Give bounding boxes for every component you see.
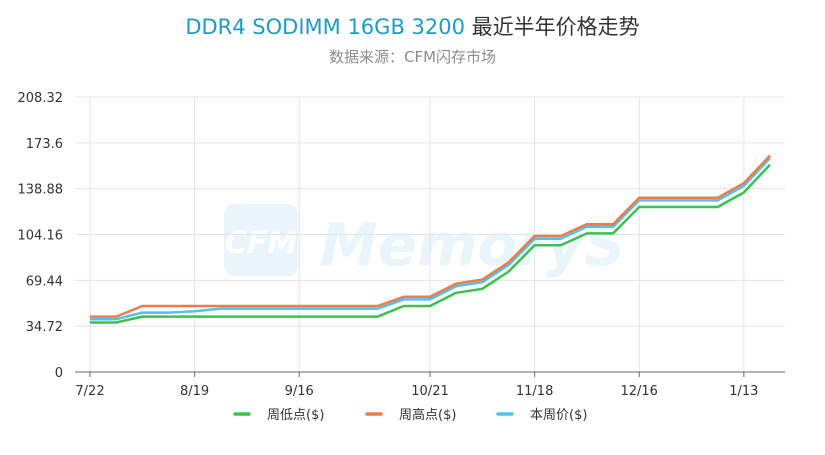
y-tick-label: 69.44 [26,274,63,289]
chart-header: DDR4 SODIMM 16GB 3200 最近半年价格走势 数据来源：CFM闪… [0,12,825,67]
chart-title: DDR4 SODIMM 16GB 3200 最近半年价格走势 [0,12,825,42]
watermark-logo-box [224,204,298,276]
watermark-logo-text: CFM [225,226,298,261]
watermark-brand-text: MemoryS [320,211,626,279]
y-tick-label: 104.16 [18,229,64,244]
x-tick-label: 7/22 [75,384,104,399]
legend-label-low: 周低点($) [267,408,324,423]
y-tick-label: 208.32 [18,91,64,106]
y-tick-label: 0 [55,366,63,381]
x-tick-label: 11/18 [516,384,553,399]
legend-label-high: 周高点($) [399,407,456,423]
series-line-avg [90,157,771,321]
y-tick-label: 138.88 [18,183,64,198]
chart-title-en: DDR4 SODIMM 16GB 3200 [185,15,465,39]
watermark-logo: CFM MemoryS [224,204,626,279]
series-lines [90,154,771,324]
x-tick-label: 8/19 [180,384,209,399]
chart-subtitle: 数据来源：CFM闪存市场 [328,48,497,66]
chart-title-cn: 最近半年价格走势 [471,15,640,39]
x-tick-label: 10/21 [411,384,448,399]
x-tick-label: 1/13 [729,384,758,399]
grid-lines [75,96,785,373]
series-line-low [90,163,771,324]
y-tick-label: 34.72 [26,320,63,335]
y-tick-label: 173.6 [26,137,63,152]
chart-legend: 周低点($) 周高点($) 本周价($) [233,407,587,423]
x-tick-label: 9/16 [285,384,314,399]
series-line-high [90,154,771,318]
legend-label-avg: 本周价($) [530,408,587,423]
x-tick-label: 12/16 [620,384,657,399]
axes: 0 34.72 69.44 104.16 138.88 173.6 208.32 7/22 8/… [18,91,785,399]
